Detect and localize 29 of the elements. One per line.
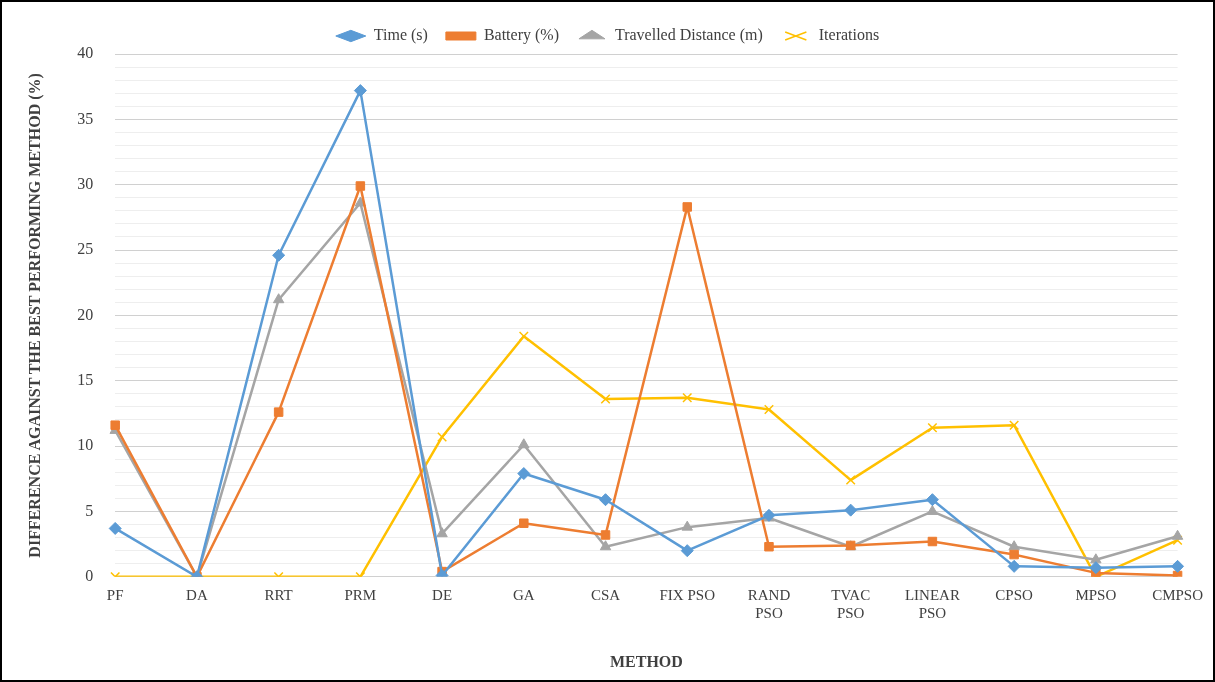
y-axis-title: DIFFERENCE AGAINST THE BEST PERFORMING METHOD (%) [25, 73, 44, 558]
legend-label: Iterations [818, 26, 880, 44]
y-tick-label: 25 [77, 240, 94, 258]
x-tick-label: GA [512, 586, 535, 603]
y-tick-label: 40 [77, 44, 94, 62]
y-tick-label: 20 [77, 305, 94, 323]
legend-label: Time (s) [373, 26, 428, 45]
y-tick-label: 35 [77, 109, 94, 127]
x-tick-label: RAND PSO [747, 586, 791, 621]
x-tick-label: LINEAR PSO [904, 586, 960, 621]
x-tick-label: CMPSO [1152, 586, 1204, 603]
x-tick-label: TVAC PSO [831, 586, 871, 621]
legend-label: Travelled Distance (m) [614, 26, 763, 45]
y-tick-label: 30 [77, 174, 94, 192]
x-tick-label: CPSO [995, 586, 1034, 603]
y-tick-label: 15 [77, 370, 94, 388]
x-tick-label: PF [106, 586, 124, 603]
x-tick-label: DA [186, 586, 208, 603]
x-tick-label: FIX PSO [659, 586, 716, 603]
y-tick-label: 10 [77, 436, 94, 454]
x-tick-label: MPSO [1075, 586, 1117, 603]
x-tick-label: DE [432, 586, 453, 603]
x-tick-label: RRT [264, 586, 293, 603]
x-tick-label: PRM [344, 586, 377, 603]
y-tick-label: 5 [85, 501, 94, 519]
x-tick-label: CSA [590, 586, 621, 603]
legend-label: Battery (%) [483, 26, 559, 45]
y-tick-label: 0 [85, 567, 94, 584]
x-axis-title: METHOD [609, 652, 683, 670]
